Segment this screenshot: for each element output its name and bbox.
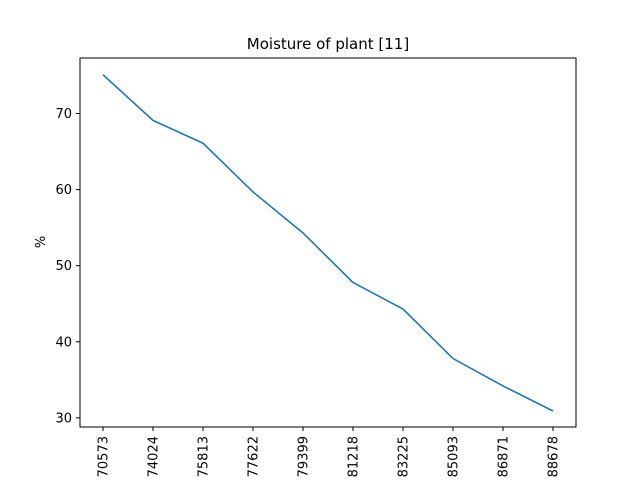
y-tick-label: 50 xyxy=(55,259,72,274)
x-tick-label: 81218 xyxy=(347,436,362,477)
x-tick-label: 79399 xyxy=(297,436,312,477)
plot-area-frame xyxy=(79,57,577,428)
y-tick-label: 60 xyxy=(55,183,72,198)
x-tick-label: 83225 xyxy=(397,436,412,477)
x-tick-label: 70573 xyxy=(97,436,112,477)
x-tick-label: 88678 xyxy=(547,436,562,477)
y-axis: 30 40 50 60 70 xyxy=(55,107,80,426)
y-axis-label: % xyxy=(34,236,49,248)
x-tick-label: 77622 xyxy=(247,436,262,477)
y-tick-label: 70 xyxy=(55,107,72,122)
x-tick-label: 75813 xyxy=(197,436,212,477)
x-tick-label: 86871 xyxy=(497,436,512,477)
series-line xyxy=(102,74,554,412)
x-axis: 70573 74024 75813 77622 79399 81218 83225 85093… xyxy=(97,427,562,477)
x-tick-label: 85093 xyxy=(447,436,462,477)
y-tick-label: 30 xyxy=(55,411,72,426)
y-tick-label: 40 xyxy=(55,335,72,350)
chart-title: Moisture of plant [11] xyxy=(247,35,409,53)
x-tick-label: 74024 xyxy=(147,436,162,477)
